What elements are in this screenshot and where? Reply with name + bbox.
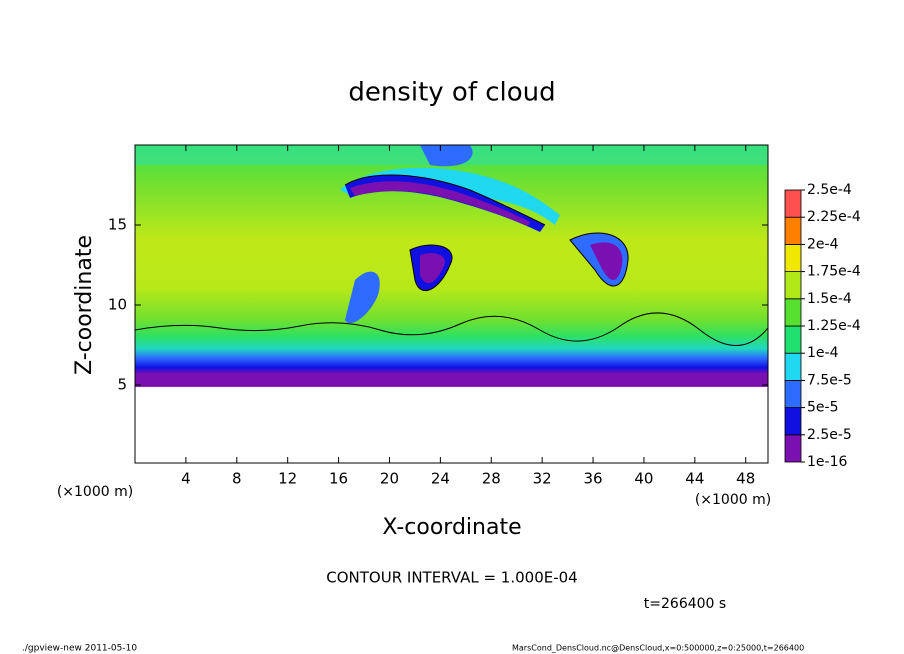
chart-title: density of cloud [348, 78, 555, 108]
y-tick-label: 10 [108, 296, 127, 314]
time-label: t=266400 s [644, 596, 726, 612]
colorbar-label: 1e-16 [807, 454, 847, 470]
colorbar-box [784, 407, 802, 436]
colorbar-box [784, 216, 802, 245]
x-axis-label: X-coordinate [382, 515, 521, 540]
x-tick-label: 4 [181, 470, 191, 488]
colorbar-box [784, 379, 802, 408]
x-tick-label: 48 [736, 470, 755, 488]
colorbar-label: 2.5e-5 [807, 427, 852, 443]
x-unit-label: (×1000 m) [57, 484, 133, 500]
y-tick-label: 15 [108, 216, 127, 234]
x-tick-label: 36 [584, 470, 603, 488]
x-tick-label: 32 [533, 470, 552, 488]
colorbar-box [784, 352, 802, 381]
x-tick-label: 40 [634, 470, 653, 488]
footer-right: MarsCond_DensCloud.nc@DensCloud,x=0:5000… [512, 644, 804, 653]
x-unit-label: (×1000 m) [695, 492, 771, 508]
contour-interval: CONTOUR INTERVAL = 1.000E-04 [326, 569, 577, 587]
colorbar-label: 2e-4 [807, 236, 839, 252]
colorbar-label: 1.25e-4 [807, 318, 861, 334]
footer-left: ./gpview-new 2011-05-10 [22, 644, 137, 654]
x-tick-label: 20 [380, 470, 399, 488]
y-axis-label: Z-coordinate [72, 235, 97, 375]
x-tick-label: 8 [232, 470, 242, 488]
x-tick-label: 12 [278, 470, 297, 488]
colorbar-box [784, 189, 802, 218]
y-tick-label: 5 [117, 376, 127, 394]
colorbar-label: 5e-5 [807, 400, 838, 416]
x-tick-label: 24 [431, 470, 450, 488]
colorbar-label: 1.5e-4 [807, 291, 852, 307]
colorbar-box [784, 271, 802, 300]
field [135, 145, 768, 463]
colorbar-box [784, 325, 802, 354]
colorbar-label: 2.25e-4 [807, 209, 861, 225]
x-tick-label: 44 [685, 470, 704, 488]
colorbar-label: 2.5e-4 [807, 182, 852, 198]
colorbar-box [784, 243, 802, 272]
colorbar-label: 1e-4 [807, 345, 839, 361]
colorbar-box [784, 298, 802, 327]
x-tick-label: 16 [329, 470, 348, 488]
colorbar-box [784, 434, 802, 463]
plot-frame [134, 144, 769, 464]
x-tick-label: 28 [482, 470, 501, 488]
colorbar-label: 1.75e-4 [807, 264, 861, 280]
colorbar-label: 7.5e-5 [807, 372, 852, 388]
